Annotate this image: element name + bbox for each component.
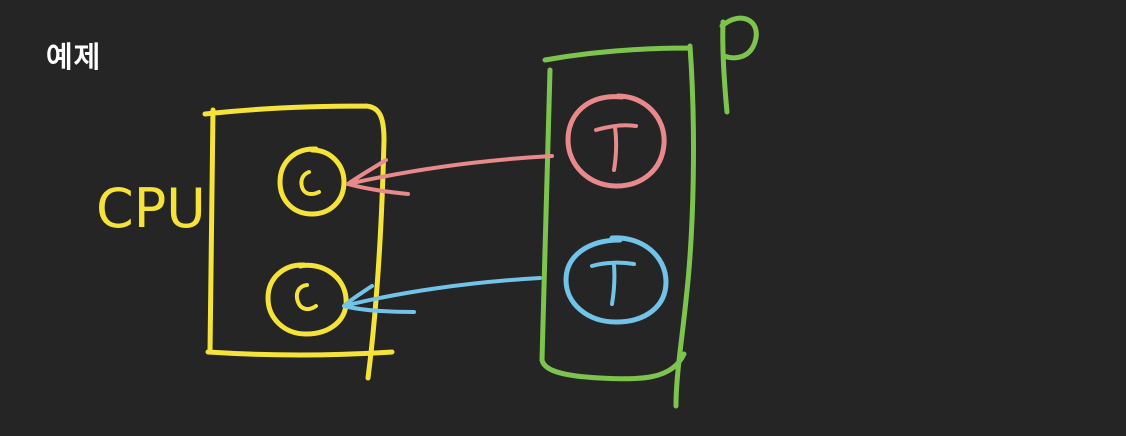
thread-2	[563, 235, 669, 325]
core-2	[265, 262, 349, 337]
thread-1	[565, 93, 667, 189]
arrow-thread-1-to-core-1	[346, 154, 554, 196]
cpu-box	[202, 103, 395, 381]
process-group: P T T	[539, 15, 759, 409]
cpu-group: CPU C C	[96, 103, 395, 381]
page-title: 예제	[46, 40, 102, 74]
cpu-label: CPU	[96, 177, 206, 240]
core-1	[277, 146, 347, 217]
process-box	[539, 43, 696, 409]
process-label-glyph	[719, 15, 759, 115]
arrow-thread-2-to-core-2	[342, 276, 542, 314]
